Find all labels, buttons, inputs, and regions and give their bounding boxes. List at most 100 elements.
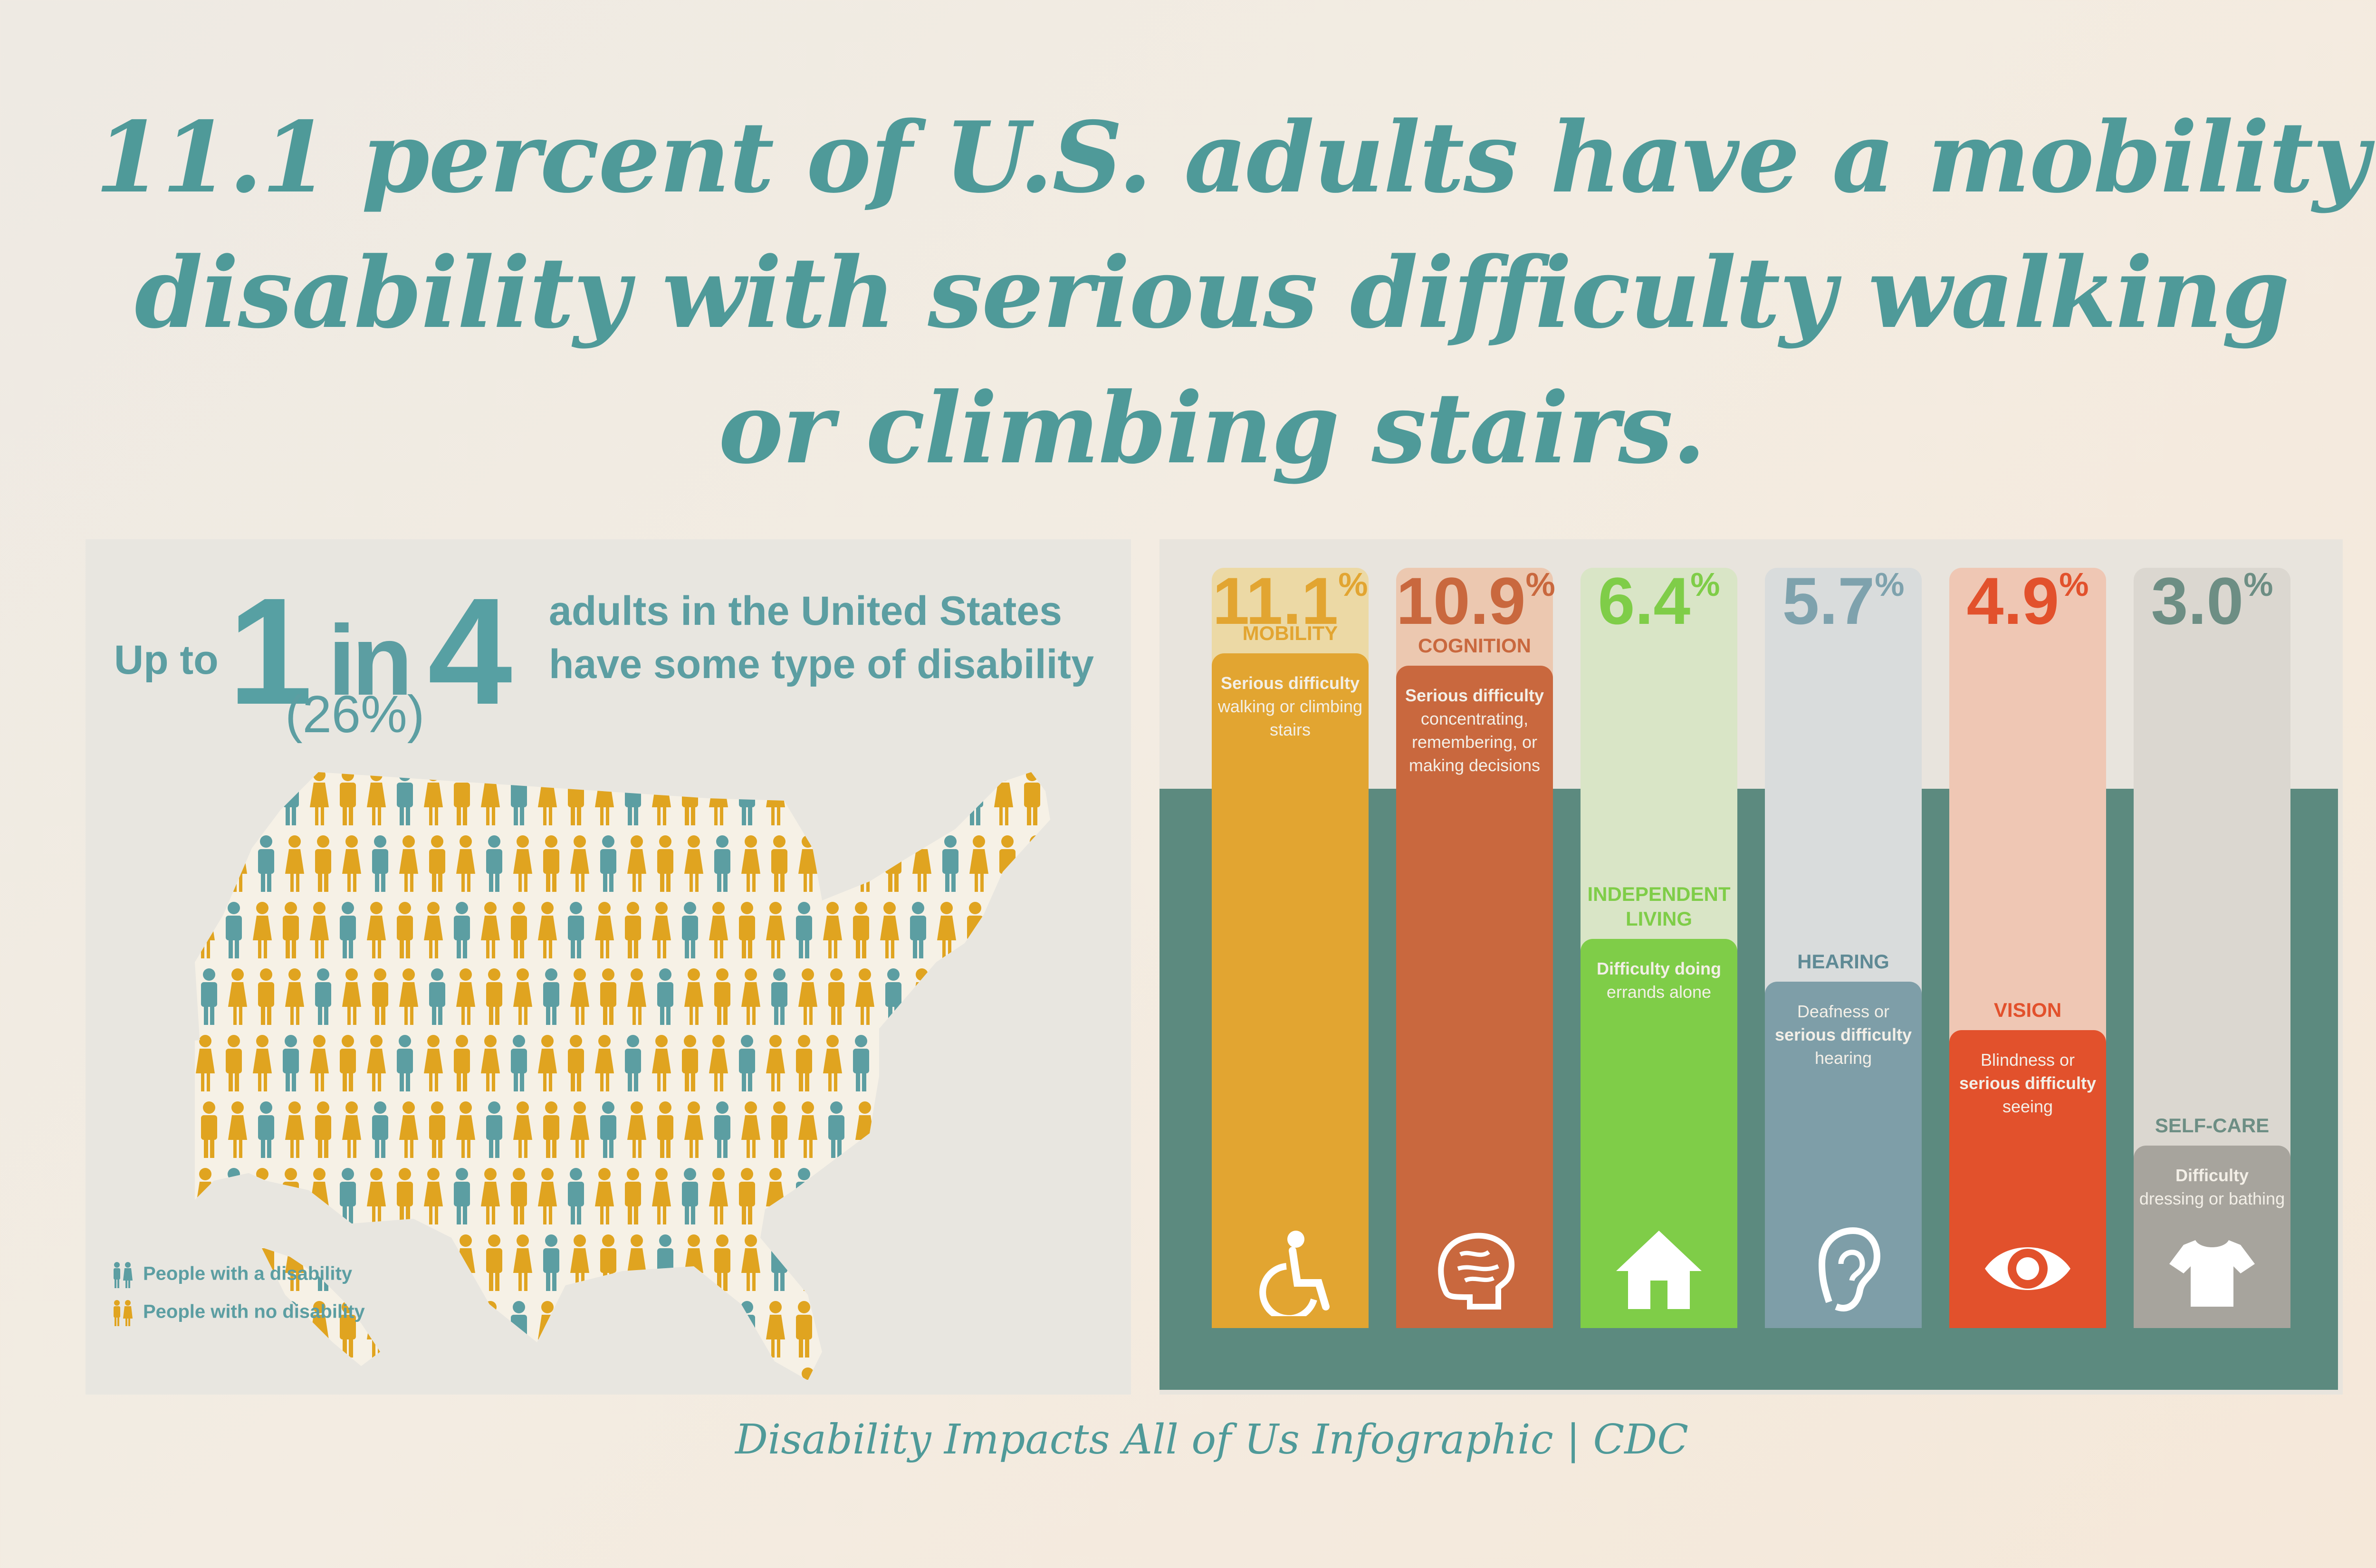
person-no-disability-icon [513,1234,532,1291]
person-no-disability-icon [739,902,755,958]
person-no-disability-icon [424,902,443,958]
person-no-disability-icon [454,1035,470,1091]
person-no-disability-icon [201,1101,217,1158]
person-no-disability-icon [513,968,532,1025]
person-no-disability-icon [910,1301,926,1358]
person-no-disability-icon [994,1301,1013,1358]
bar: Deafness or serious difficulty hearing [1765,982,1922,1328]
description-text: Deafness or [1797,1002,1890,1021]
category-column-hearing: 5.7% HEARING Deafness or serious difficult… [1765,568,1922,1328]
category-label-line: MOBILITY [1242,622,1338,644]
description-text: errands alone [1606,982,1712,1002]
person-no-disability-icon [538,902,557,958]
description-text: walking or climbing stairs [1217,697,1363,739]
person-no-disability-icon [399,1234,418,1291]
person-no-disability-icon [196,772,215,825]
person-no-disability-icon [1081,902,1097,958]
person-no-disability-icon [513,835,532,892]
person-no-disability-icon [600,968,616,1025]
person-disability-icon [796,1168,812,1224]
person-no-disability-icon [796,772,812,825]
value-number: 6.4 [1598,564,1691,638]
person-no-disability-icon [855,1234,874,1291]
stat-percent: (26%) [285,685,425,744]
person-disability-icon [1113,968,1130,1025]
person-no-disability-icon [568,1301,584,1358]
person-no-disability-icon [226,772,242,825]
person-no-disability-icon [999,1101,1016,1158]
shirt-icon [2169,1240,2255,1307]
person-disability-icon [429,1234,445,1291]
person-disability-icon [429,968,445,1025]
person-no-disability-icon [595,1301,614,1358]
source-caption: Disability Impacts All of Us Infographic… [735,1416,1688,1463]
stat-up-to: Up to [114,637,219,683]
person-no-disability-icon [285,1101,304,1158]
headline: 11.1 percent of U.S. adults have a mobil… [95,90,2369,497]
wheelchair-icon [1259,1231,1330,1316]
person-no-disability-icon [652,1035,671,1091]
person-disability-icon [1024,902,1040,958]
person-no-disability-icon [486,968,502,1025]
person-no-disability-icon [399,968,418,1025]
person-no-disability-icon [511,1168,527,1224]
person-no-disability-icon [652,1301,671,1358]
value-number: 5.7 [1782,564,1875,638]
legend-disability-label: People with a disability [143,1263,353,1284]
category-description: Serious difficulty walking or climbing st… [1217,671,1364,741]
person-no-disability-icon [228,968,247,1025]
person-no-disability-icon [1108,772,1127,825]
house-icon [1616,1231,1702,1309]
person-no-disability-icon [201,835,217,892]
value-label: 4.9% [1949,568,2106,634]
person-no-disability-icon [253,1035,272,1091]
person-no-disability-icon [114,1300,133,1326]
person-no-disability-icon [741,968,760,1025]
person-disability-icon [1081,1301,1097,1358]
stat-one: 1 [228,566,313,736]
person-disability-icon [1081,772,1097,825]
person-disability-icon [657,1234,673,1291]
person-no-disability-icon [1024,772,1040,825]
category-label: SELF-CARE [2124,1113,2300,1138]
person-no-disability-icon [456,835,475,892]
category-label-line: SELF-CARE [2155,1114,2270,1137]
person-no-disability-icon [1051,1168,1070,1224]
description-emphasis: Difficulty doing [1597,959,1721,978]
person-no-disability-icon [709,1035,728,1091]
person-disability-icon [258,835,274,892]
person-no-disability-icon [456,968,475,1025]
person-no-disability-icon [714,1234,730,1291]
person-no-disability-icon [967,902,983,958]
person-no-disability-icon [1083,1101,1102,1158]
person-no-disability-icon [994,1035,1013,1091]
person-no-disability-icon [969,1234,988,1291]
person-no-disability-icon [1056,968,1073,1025]
person-no-disability-icon [543,1101,559,1158]
person-no-disability-icon [1051,772,1070,825]
person-no-disability-icon [367,1168,386,1224]
person-no-disability-icon [912,1101,931,1158]
person-no-disability-icon [796,1301,812,1358]
headline-line-1: 11.1 percent of U.S. adults have a mobil… [95,101,2369,215]
person-no-disability-icon [766,1035,785,1091]
person-no-disability-icon [1140,1234,1159,1291]
person-disability-icon [226,902,242,958]
description-emphasis: Difficulty [2175,1166,2249,1185]
person-disability-icon [739,1035,755,1091]
person-no-disability-icon [798,968,817,1025]
category-description: Blindness or serious difficulty seeing [1954,1048,2101,1118]
person-disability-icon [1056,835,1073,892]
person-no-disability-icon [657,835,673,892]
person-no-disability-icon [967,1168,983,1224]
person-no-disability-icon [397,1168,413,1224]
person-disability-icon [454,1168,470,1224]
description-text: Blindness or [1980,1050,2075,1070]
person-no-disability-icon [969,968,988,1025]
category-label-line: LIVING [1625,908,1692,930]
person-no-disability-icon [627,1101,646,1158]
person-no-disability-icon [771,1101,787,1158]
person-no-disability-icon [684,1101,703,1158]
person-no-disability-icon [910,1035,926,1091]
person-no-disability-icon [1108,1168,1127,1224]
